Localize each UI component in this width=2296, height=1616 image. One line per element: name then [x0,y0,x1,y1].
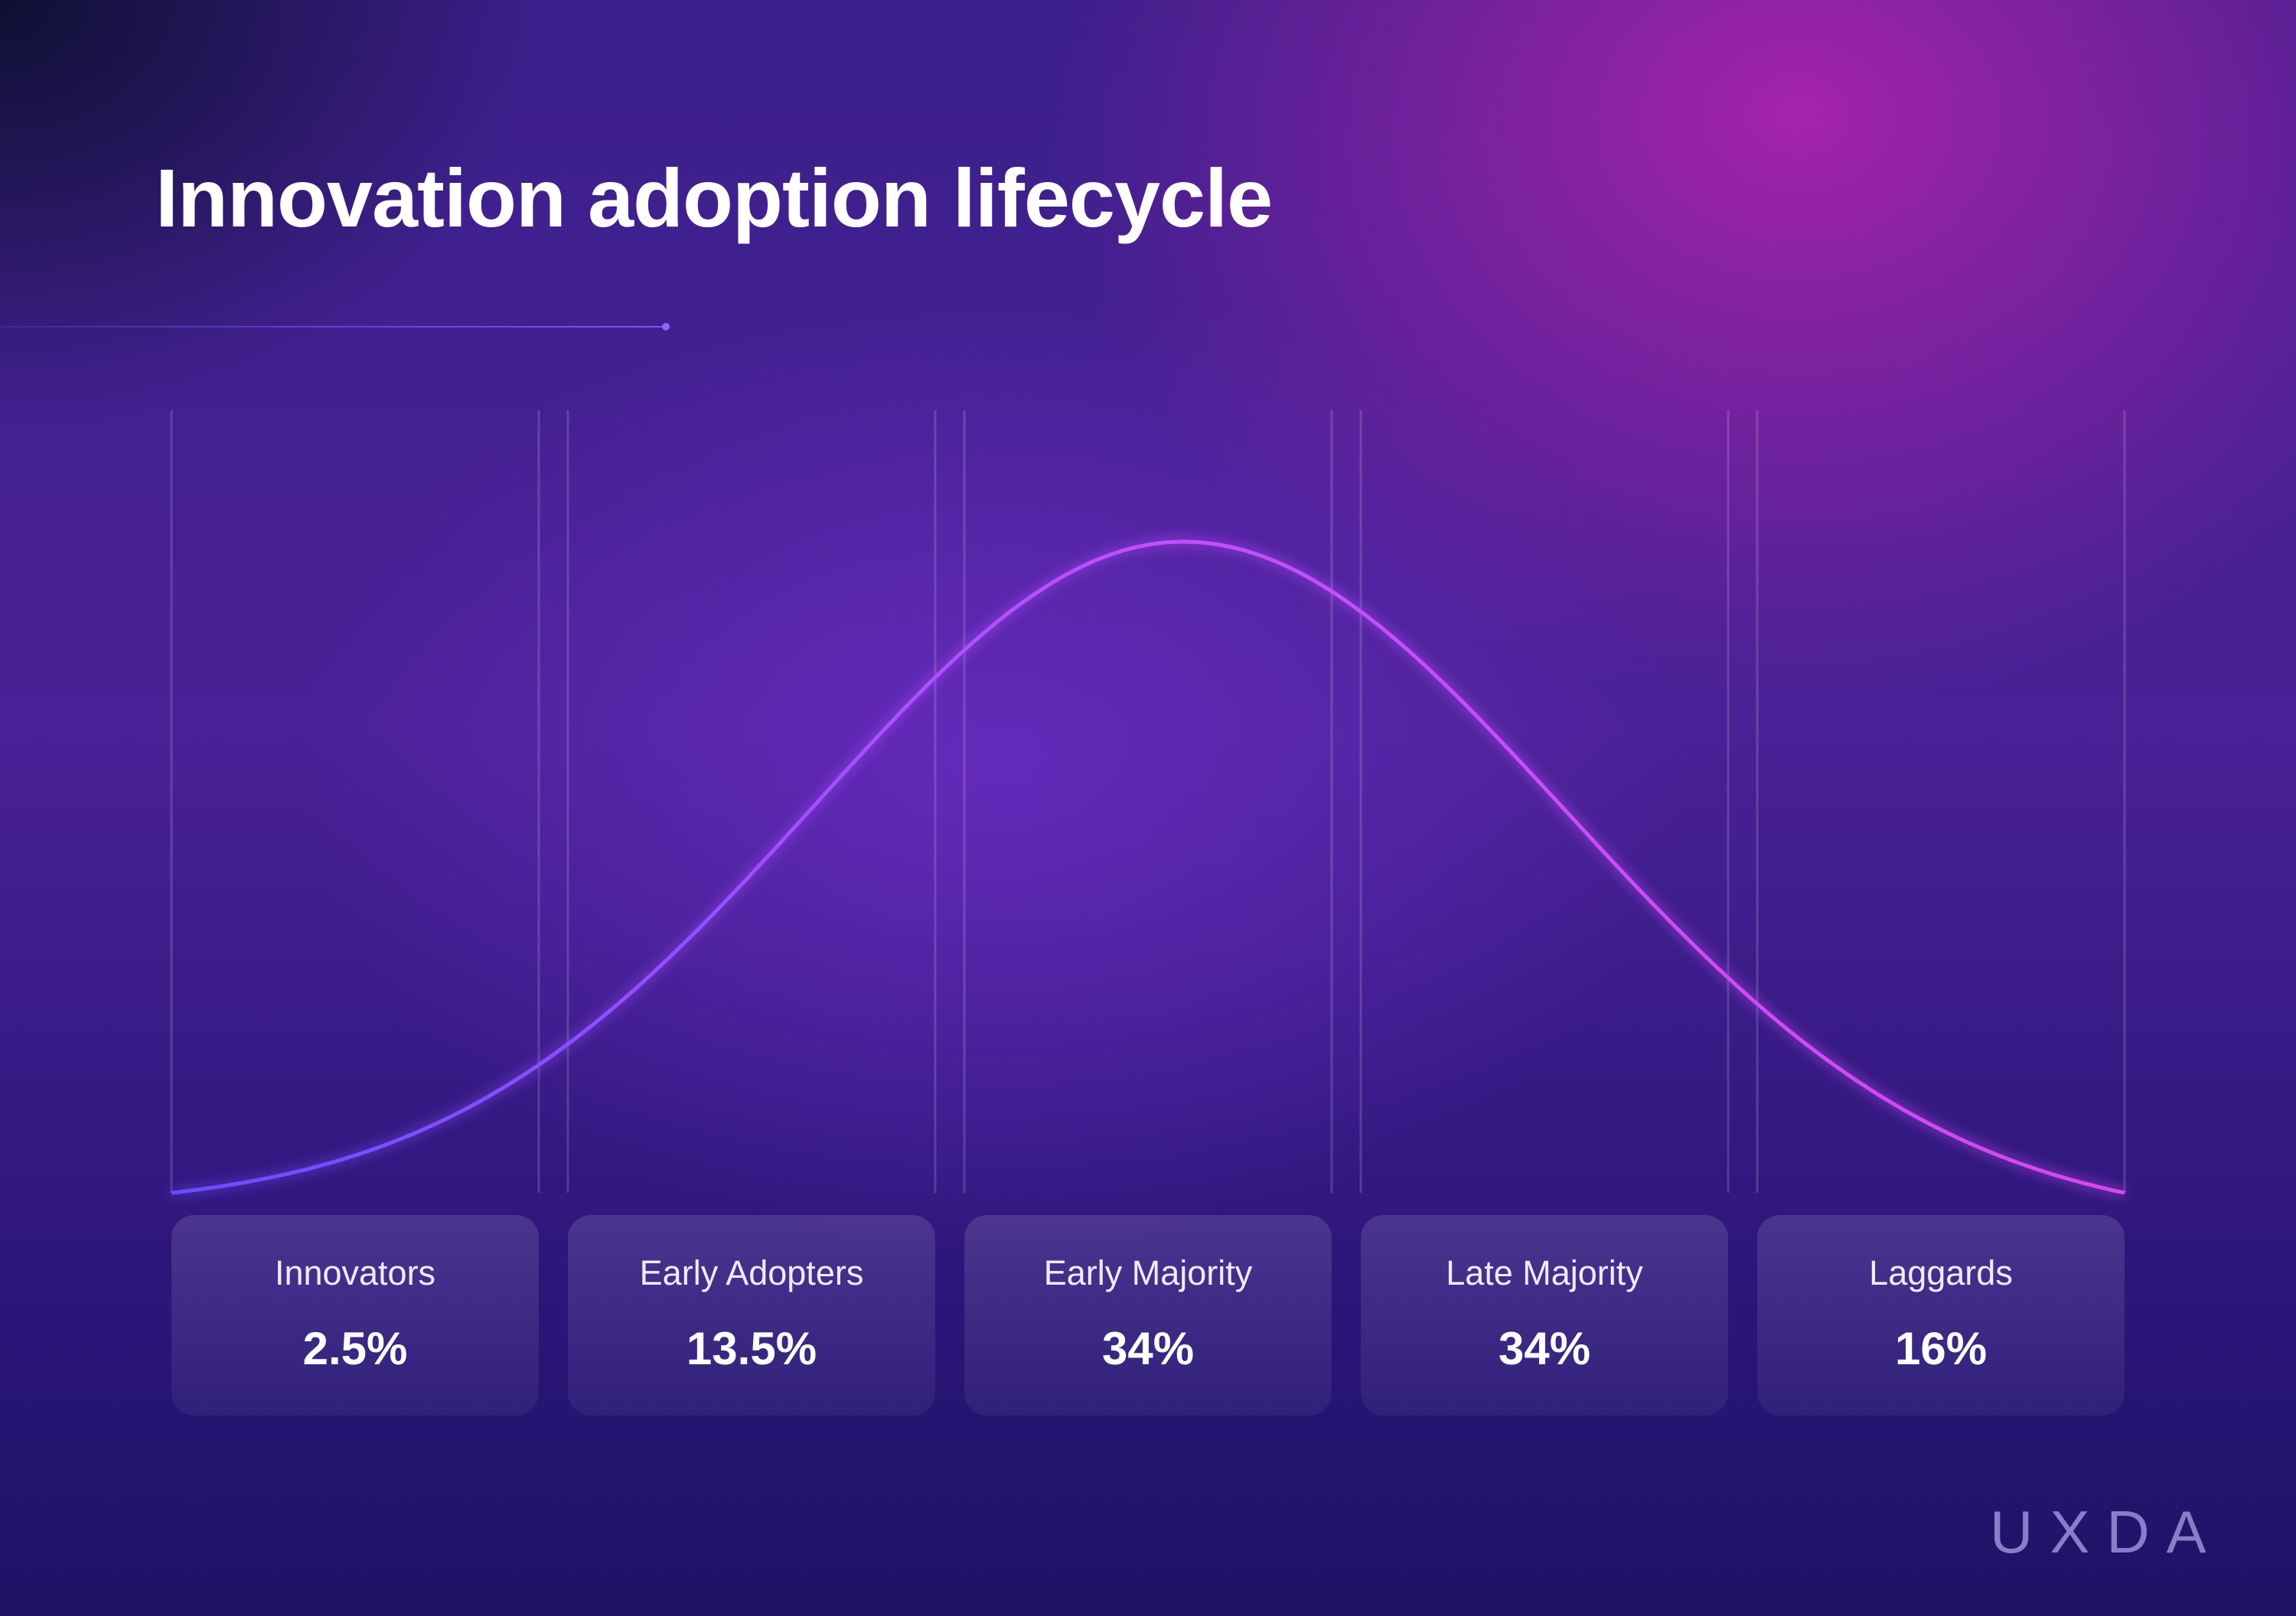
segment-value: 2.5% [302,1323,408,1374]
segment-value: 34% [1498,1323,1591,1374]
segment-label: Late Majority [1446,1253,1643,1292]
segment-card: Innovators 2.5% [171,1215,539,1416]
segment-label: Laggards [1869,1253,2013,1292]
segment-label: Early Adopters [639,1253,864,1292]
bell-curve-line [171,539,2125,1195]
segment-card: Early Adopters 13.5% [568,1215,935,1416]
accent-divider-dot [662,323,670,331]
segment-value: 16% [1894,1323,1988,1374]
segment-card: Early Majority 34% [964,1215,1332,1416]
segment-card: Late Majority 34% [1361,1215,1728,1416]
segment-value: 13.5% [686,1323,817,1374]
uxda-logo: UXDA [1990,1498,2223,1566]
page-title: Innovation adoption lifecycle [155,152,1273,244]
segment-label: Early Majority [1043,1253,1253,1292]
segment-value: 34% [1101,1323,1195,1374]
accent-divider [0,326,666,327]
segment-label: Innovators [274,1253,436,1292]
segment-card: Laggards 16% [1757,1215,2125,1416]
